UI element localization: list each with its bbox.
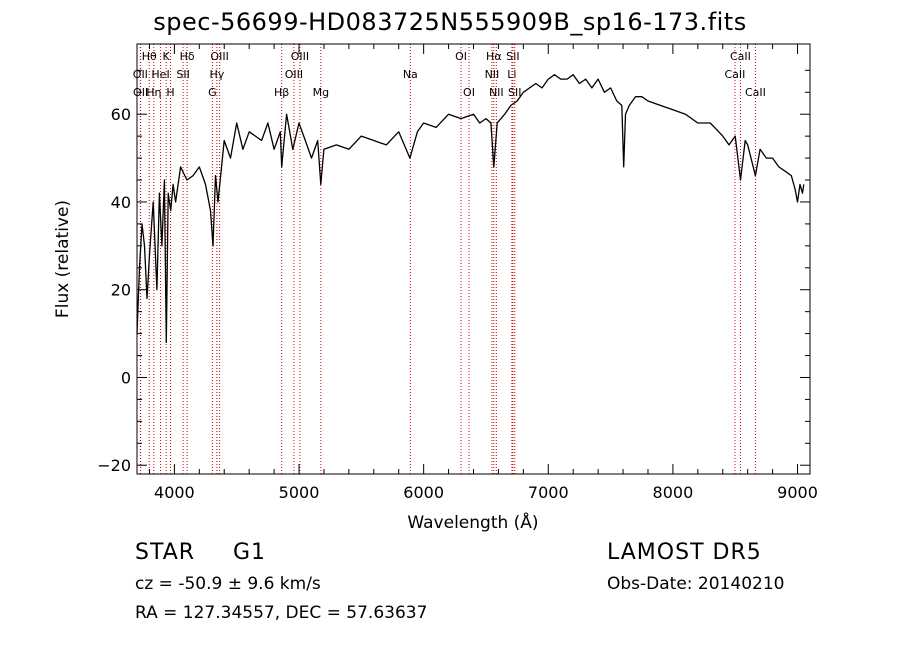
line-marker-label-8: SII (176, 68, 189, 81)
line-marker-label-20: SII (506, 50, 519, 63)
y-tick-label-0: 0 (121, 368, 131, 387)
y-tick-label--20: −20 (97, 456, 131, 475)
x-tick-label-8000: 8000 (653, 483, 694, 502)
line-marker-label-9: OIII (210, 50, 228, 63)
line-marker-label-27: CaII (745, 86, 766, 99)
line-marker-label-24: SII (508, 86, 521, 99)
x-tick-label-4000: 4000 (154, 483, 195, 502)
line-marker-label-10: Hγ (209, 68, 224, 81)
plot-frame (136, 43, 811, 475)
line-marker-label-22: Li (507, 68, 516, 81)
chart-title: spec-56699-HD083725N555909B_sp16-173.fit… (153, 8, 747, 36)
survey-label: LAMOST DR5 (607, 540, 762, 565)
line-marker-label-15: Mg (313, 86, 329, 99)
x-tick-label-9000: 9000 (777, 483, 818, 502)
object-class: STAR (135, 540, 196, 565)
line-marker-label-14: Hβ (274, 86, 289, 99)
line-marker-label-12: OIII (291, 50, 309, 63)
spectrum-series (136, 74, 805, 344)
x-axis: 4000 5000 6000 7000 8000 9000 (148, 44, 818, 502)
redshift-text: cz = -50.9 ± 9.6 km/s (135, 574, 321, 594)
y-axis: −20 0 20 40 60 (97, 69, 810, 475)
x-tick-label-5000: 5000 (279, 483, 320, 502)
line-marker-label-17: OI (455, 50, 467, 63)
line-marker-label-26: CaII (725, 68, 746, 81)
line-marker-label-3: Hη (146, 86, 161, 99)
y-axis-label: Flux (relative) (53, 200, 73, 318)
line-marker-label-4: K (163, 50, 171, 63)
y-tick-label-40: 40 (111, 193, 131, 212)
line-marker-label-6: H (166, 86, 174, 99)
line-marker-label-5: HeI (151, 68, 169, 81)
line-marker-label-25: CaII (730, 50, 751, 63)
line-marker-label-7: Hδ (180, 50, 195, 63)
obs-date: Obs-Date: 20140210 (607, 574, 785, 594)
line-marker-label-0: Hθ (142, 50, 157, 63)
line-marker-label-21: NII (485, 68, 500, 81)
y-tick-label-60: 60 (111, 105, 131, 124)
line-marker-label-19: Hα (486, 50, 502, 63)
line-marker-label-18: OI (463, 86, 475, 99)
x-tick-label-6000: 6000 (403, 483, 444, 502)
y-tick-label-20: 20 (111, 281, 131, 300)
line-marker-label-23: NII (489, 86, 504, 99)
coordinates-text: RA = 127.34557, DEC = 57.63637 (135, 603, 428, 623)
line-marker-label-16: Na (403, 68, 418, 81)
line-marker-label-13: OIII (285, 68, 303, 81)
line-marker-label-11: G (208, 86, 217, 99)
subclass: G1 (233, 540, 267, 565)
spectrum-line (136, 74, 805, 344)
x-axis-label: Wavelength (Å) (407, 511, 538, 533)
x-tick-label-7000: 7000 (528, 483, 569, 502)
